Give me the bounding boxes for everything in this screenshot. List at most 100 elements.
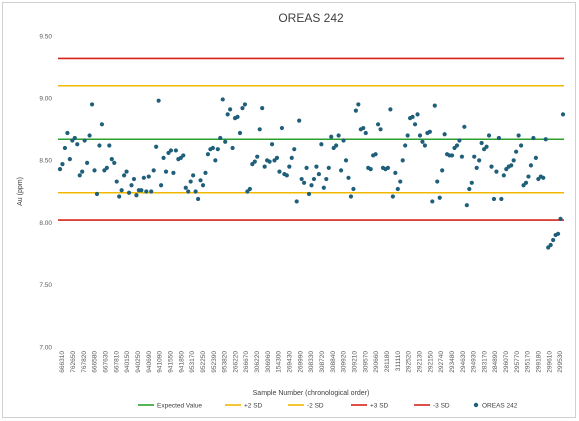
data-point [442,132,447,137]
data-point [139,188,144,193]
data-point [287,164,292,169]
data-point [230,145,235,151]
x-tick-label: 309210 [352,351,359,373]
data-point [378,127,383,132]
data-point [225,112,230,117]
data-point [375,122,381,127]
x-tick-label: 940690 [146,351,153,373]
x-tick-label: 292520 [406,351,413,373]
data-point [464,203,469,208]
data-point [62,145,68,151]
data-point [228,107,233,112]
data-point [163,169,169,174]
data-point [302,180,307,185]
x-tick-label: 292150 [427,351,434,373]
x-tick-label: 953170 [189,351,196,373]
x-tick-label: 311110 [395,351,402,372]
data-point [247,186,252,192]
data-point [274,155,280,161]
x-tick-label: 308330 [308,351,315,373]
data-point [551,237,556,243]
data-point [146,174,151,179]
data-point [474,165,479,170]
data-point [85,160,90,165]
x-tick-label: 667630 [103,351,110,373]
data-point [435,179,440,184]
data-point [183,185,188,190]
data-point [417,133,423,138]
data-point [430,199,435,204]
data-point [154,144,159,149]
data-point [351,186,356,192]
data-point [472,154,477,159]
data-point [341,138,346,143]
data-point [188,179,193,184]
x-tick-label: 952390 [211,351,218,373]
data-point [292,147,297,152]
legend-label: +3 SD [370,402,389,409]
data-point [92,168,97,173]
x-tick-label: 293480 [449,351,456,373]
data-point [479,140,484,146]
data-point [531,135,536,141]
data-point [284,173,289,178]
data-point [173,148,178,153]
data-point [422,143,428,148]
data-point [467,186,472,192]
data-point [405,133,410,138]
data-point [541,175,546,180]
data-point [191,173,196,178]
legend-label: OREAS 242 [482,402,518,409]
x-tick-label: 940250 [135,351,142,373]
x-tick-label: 299610 [546,351,553,373]
data-point [104,165,109,170]
data-point [144,189,149,194]
data-point [220,97,225,102]
data-point [223,139,228,144]
data-point [509,163,514,168]
x-tick-label: 269990 [297,351,304,373]
data-point [80,169,85,174]
legend-label: Expected Value [157,402,202,409]
data-point [398,179,403,184]
data-point [131,176,137,182]
data-point [257,127,262,132]
data-point [109,157,114,162]
data-point [543,137,548,142]
legend-label: -2 SD [307,402,324,409]
data-point [181,153,186,158]
x-tick-label: 295170 [525,351,532,373]
x-tick-label: 308840 [330,351,337,373]
data-point [558,216,563,221]
y-tick-label: 9.50 [39,33,52,40]
data-point [499,196,504,202]
data-point [324,176,329,182]
data-point [289,155,294,161]
y-tick-label: 8.50 [39,158,52,165]
x-tick-label: 309570 [362,351,369,373]
data-point [107,143,112,148]
legend-label: +2 SD [244,402,263,409]
x-tick-label: 940150 [124,351,131,373]
data-point [171,170,176,175]
data-points [57,97,566,250]
data-point [94,191,100,197]
x-tick-label: 941090 [157,351,164,373]
x-tick-label: 941550 [167,351,174,373]
data-point [469,180,474,185]
data-point [329,134,334,139]
data-point [533,155,538,161]
data-point [97,143,102,148]
data-point [297,118,302,123]
data-point [440,168,445,173]
x-tick-label: 666310 [59,351,66,373]
data-point [489,164,494,169]
data-point [316,171,321,177]
data-point [348,194,354,199]
data-point [129,183,134,188]
data-point [65,130,70,136]
data-point [126,190,132,195]
data-point [343,158,349,163]
data-point [215,147,220,152]
